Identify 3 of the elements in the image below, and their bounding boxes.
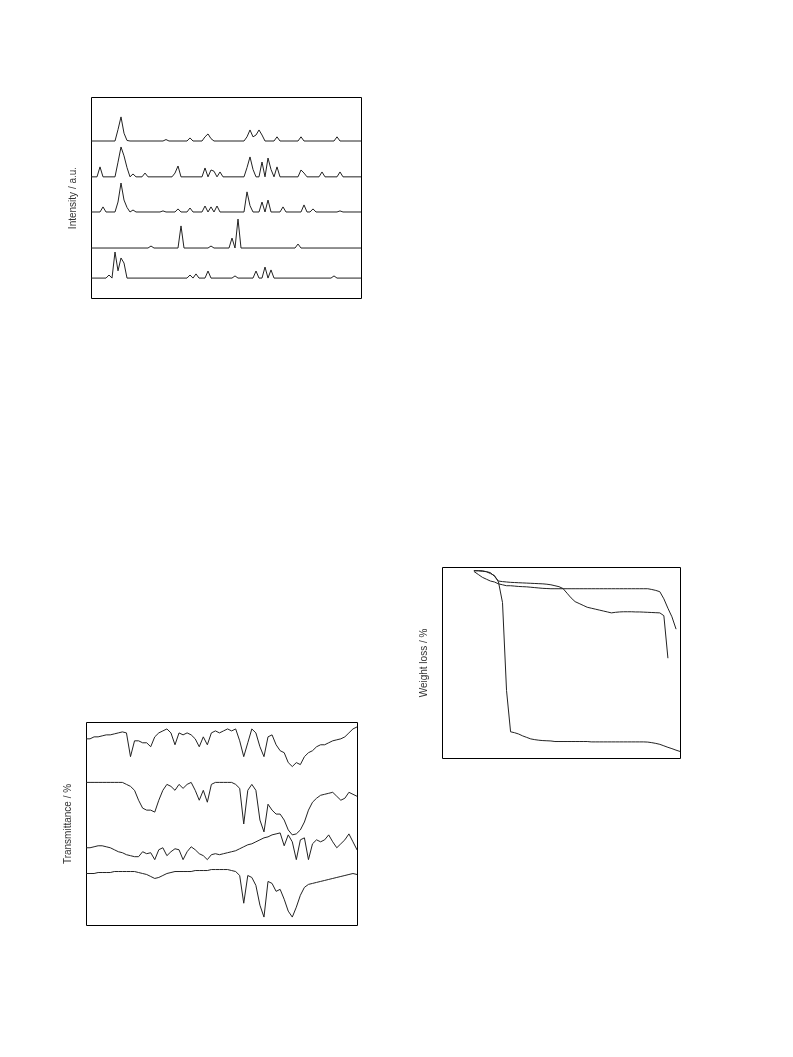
y-axis-title: Transmittance / % (61, 783, 73, 865)
y-axis-title: Intensity / a.u. (66, 166, 78, 230)
y-axis-title: Weight loss / % (417, 628, 429, 698)
